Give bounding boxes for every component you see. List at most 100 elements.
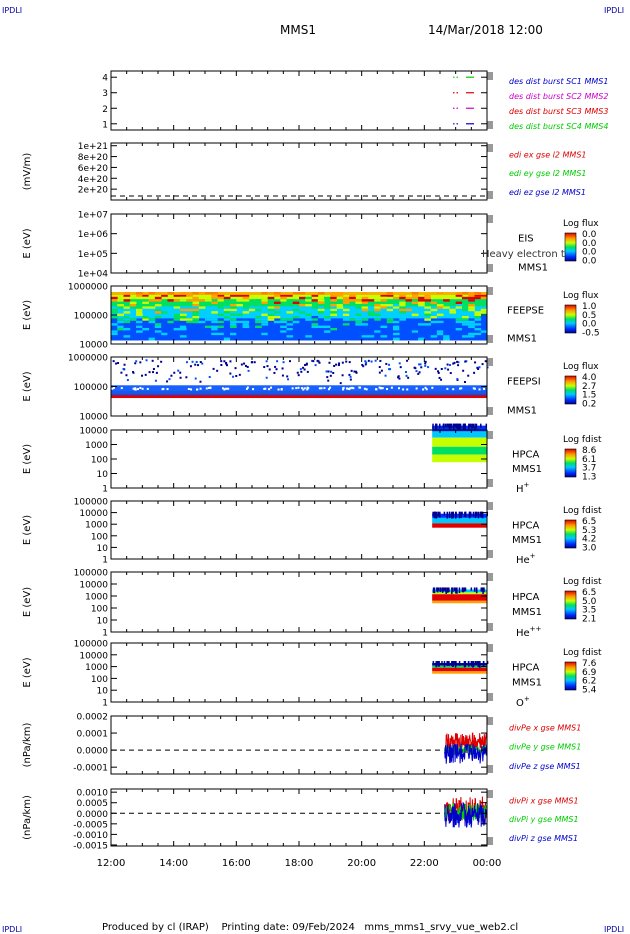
spectrogram-gap (226, 387, 229, 390)
hpca-speck (453, 661, 456, 665)
spectrogram-gap (406, 388, 409, 391)
spectrogram-cell (198, 299, 206, 303)
spectrogram-cell (117, 304, 124, 307)
spectrogram-speck (135, 360, 138, 363)
spectrogram-cell (154, 311, 162, 315)
spectrogram-cell (443, 323, 450, 327)
spectrogram-speck (125, 374, 128, 377)
spectrogram-cell (455, 328, 463, 331)
mission-title: MMS1 (280, 23, 316, 37)
spectrogram-speck (385, 362, 388, 365)
spectrogram-cell (468, 304, 475, 307)
overlay-text: Heavy electron to (482, 249, 571, 260)
spectrogram-gap (190, 388, 193, 391)
spectrogram-speck (274, 365, 277, 368)
spectrogram-cell (273, 316, 281, 319)
spectrogram-cell (167, 320, 175, 324)
hpca-speck (432, 423, 434, 429)
spectrogram-speck (123, 363, 126, 366)
spectrogram-gap (136, 388, 139, 391)
spectrogram-speck (151, 359, 154, 362)
spectrogram-cell (474, 323, 482, 327)
spectrogram-cell (411, 301, 419, 305)
panel-hpca-h: 1 10 100 1000 10000 E (eV) HPCA MMS1 H+ Log fdist… (22, 423, 602, 495)
legend-entry: divPi z gse MMS1 (509, 834, 578, 843)
spectrogram-cell (380, 325, 388, 329)
spectrogram-cell (355, 313, 363, 317)
spectrogram-cell (393, 328, 400, 331)
spectrogram-cell (123, 294, 131, 298)
spectrogram-cell (317, 337, 325, 341)
spectrogram-speck (341, 374, 344, 377)
spectrogram-speck (362, 365, 365, 368)
spectrogram-cell (461, 323, 469, 327)
spectrogram-speck (348, 361, 351, 364)
spectrogram-cell (461, 318, 469, 322)
spectrogram-cell (154, 308, 162, 312)
spectrogram-cell (211, 332, 218, 336)
spectrogram-cell (173, 316, 181, 319)
spectrogram-cell (468, 337, 475, 341)
spectrogram-cell (230, 323, 237, 327)
colorbar-tick-label: 1.5 (582, 391, 596, 401)
spectrogram-cell (161, 323, 168, 327)
spectrogram-cell (480, 330, 488, 334)
spectrogram-cell (179, 294, 187, 298)
spectrogram-cell (267, 308, 275, 312)
spectrogram-cell (317, 320, 325, 324)
spectrogram-speck (297, 374, 300, 377)
spectrogram-speck (179, 371, 182, 374)
spectrogram-cell (142, 320, 149, 324)
spectrogram-cell (286, 311, 294, 315)
spectrogram-cell (211, 311, 218, 315)
spectrogram-speck (197, 364, 200, 367)
legend-entry: des dist burst SC1 MMS1 (509, 77, 608, 86)
spectrogram-cell (311, 318, 319, 322)
spectrogram-gap (422, 388, 425, 391)
spectrogram-cell (161, 301, 168, 305)
spectrogram-speck (311, 359, 314, 362)
spectrogram-speck (389, 368, 392, 371)
spectrogram-cell (230, 330, 237, 334)
colorbar-title: Log fdist (563, 435, 602, 445)
spectrogram-speck (312, 360, 315, 363)
spectrogram-cell (411, 332, 419, 336)
spectrogram-gap (446, 387, 449, 390)
spectrogram-speck (325, 370, 328, 373)
y-tick-label: 1 (102, 556, 108, 566)
spectrogram-speck (456, 378, 459, 381)
colorbar-tick-label: 5.3 (582, 526, 596, 536)
spectrogram-speck (327, 379, 330, 382)
panel-hpca-he2: 1 10 100 1000 10000 100000 E (eV) HPCA MMS1 He++ L… (22, 569, 602, 640)
spectrogram-speck (457, 361, 460, 364)
spectrogram-speck (240, 363, 243, 366)
spectrogram-cell (393, 296, 400, 300)
spectrogram-cell (154, 316, 162, 319)
spectrogram-cell (255, 325, 262, 329)
spectrogram-cell (223, 308, 231, 312)
spectrogram-cell (223, 316, 231, 319)
hpca-speck (432, 587, 435, 593)
spectrogram-cell (399, 296, 406, 300)
y-tick-label: 10000 (79, 427, 108, 437)
spectrogram-speck (327, 370, 330, 373)
hpca-speck (437, 511, 439, 517)
spectrogram-cell (374, 328, 381, 331)
spectrogram-cell (236, 294, 243, 298)
spectrogram-cell (461, 320, 469, 324)
spectrogram-cell (261, 301, 269, 305)
spectrogram-gap (397, 387, 400, 390)
spectrogram-speck (238, 373, 241, 376)
legend-entry: edi ey gse l2 MMS1 (509, 169, 587, 178)
spectrogram-speck (220, 360, 223, 363)
spectrogram-cell (205, 301, 212, 305)
spectrogram-cell (255, 308, 262, 312)
species-charge: + (530, 552, 536, 560)
spectrogram-cell (386, 304, 394, 307)
spectrogram-speck (177, 369, 180, 372)
y-tick-label: 1 (102, 699, 108, 709)
spectrogram-cell (349, 318, 356, 322)
spectrogram-gap (268, 388, 271, 391)
legend-entry: des dist burst SC4 MMS4 (509, 122, 608, 131)
species-charge: ++ (530, 625, 542, 633)
